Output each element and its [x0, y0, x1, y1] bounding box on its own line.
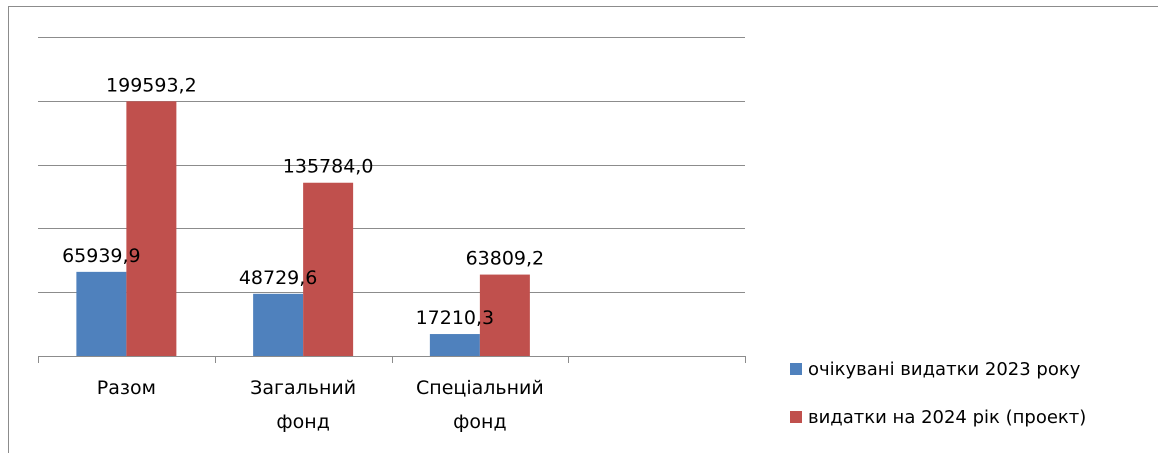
bar-2023: [429, 334, 480, 356]
x-axis: [38, 356, 746, 363]
category-label: фонд: [276, 411, 329, 433]
category-label: Спеціальний: [416, 377, 544, 399]
legend-swatch-2024: [790, 411, 802, 423]
category-label: фонд: [453, 411, 506, 433]
data-label-2024: 135784,0: [283, 156, 374, 178]
legend-swatch-2023: [790, 363, 802, 375]
legend-item-2024: видатки на 2024 рік (проект): [790, 404, 1086, 430]
bar-2024: [479, 274, 530, 356]
data-label-2023: 48729,6: [239, 267, 318, 289]
legend-item-2023: очікувані видатки 2023 року: [790, 356, 1086, 382]
data-labels: 65939,9 48729,6 17210,3 199593,2 135784,0 638…: [62, 74, 544, 329]
data-label-2023: 65939,9: [62, 245, 141, 267]
bar-2024: [303, 182, 354, 356]
legend-label-2023: очікувані видатки 2023 року: [808, 358, 1081, 380]
bar-2024: [126, 101, 177, 356]
bars: [76, 101, 530, 356]
bar-2023: [253, 293, 304, 356]
category-labels: Разом Загальний фонд Спеціальний фонд: [97, 377, 544, 433]
category-label: Загальний: [250, 377, 356, 399]
bar-2023: [76, 271, 127, 356]
data-label-2023: 17210,3: [416, 307, 495, 329]
category-label: Разом: [97, 377, 156, 399]
chart-frame: [8, 6, 1158, 453]
data-label-2024: 63809,2: [466, 248, 545, 270]
data-label-2024: 199593,2: [106, 74, 197, 96]
legend-label-2024: видатки на 2024 рік (проект): [808, 406, 1087, 428]
legend: очікувані видатки 2023 року видатки на 2…: [790, 356, 1086, 452]
